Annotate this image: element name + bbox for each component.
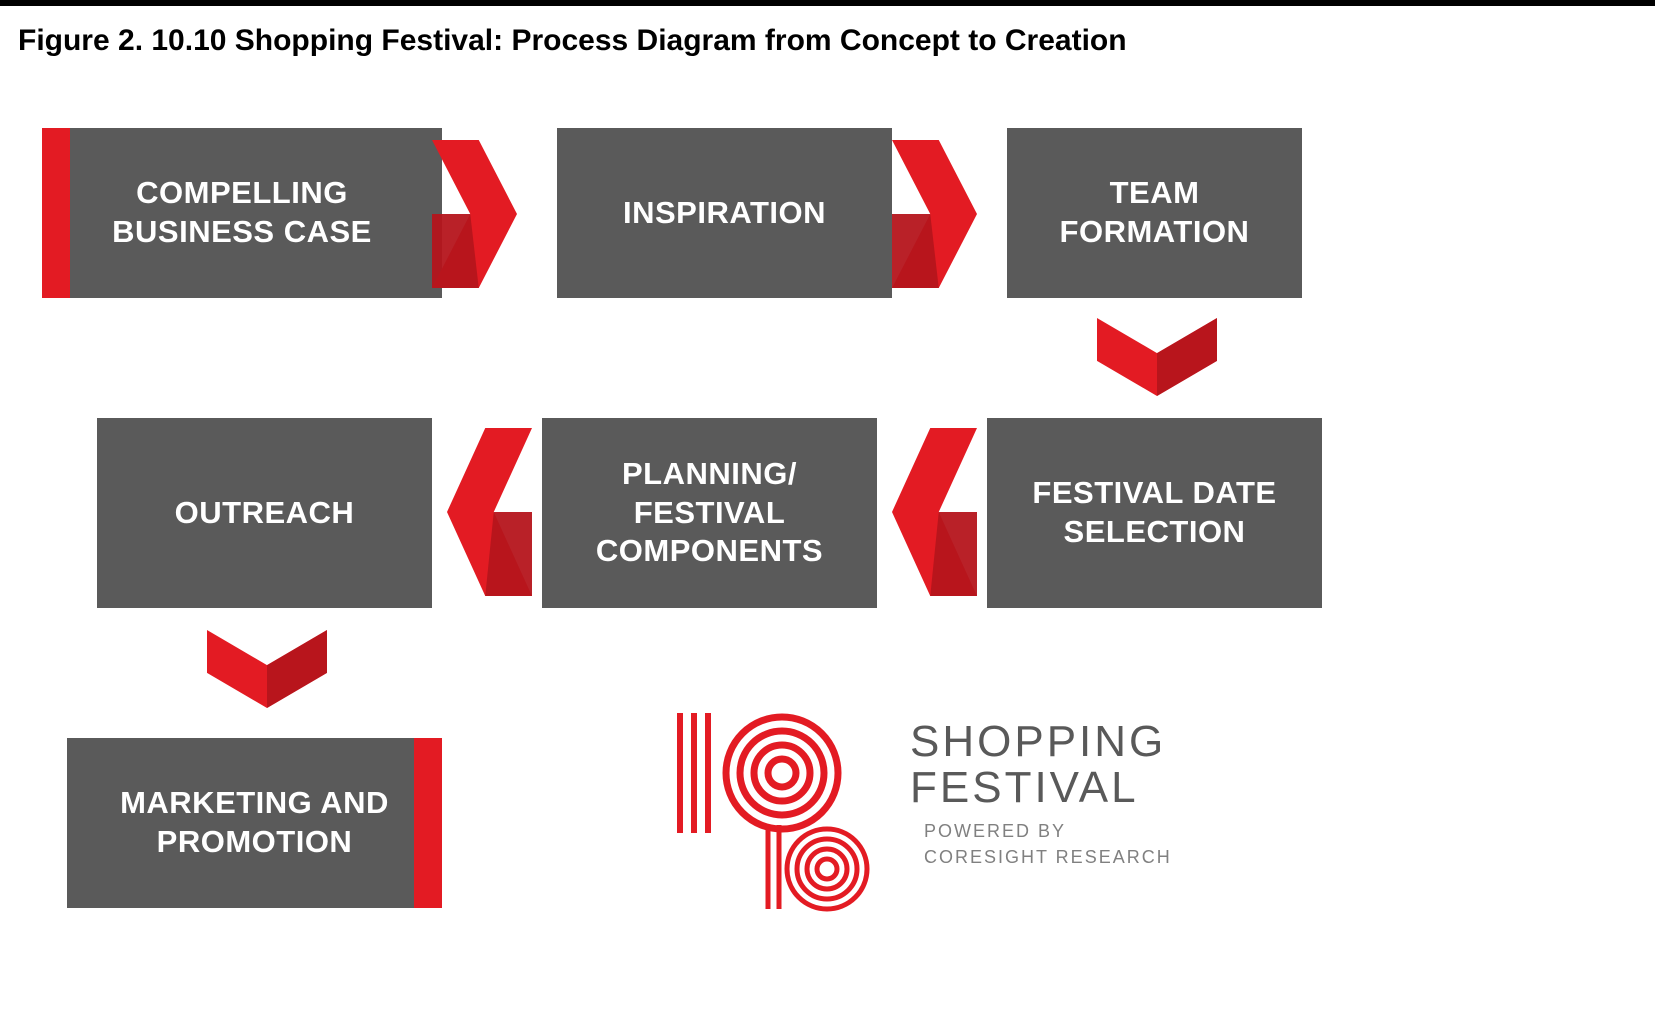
step-outreach: OUTREACH [97, 418, 432, 608]
step-festival-date-selection: FESTIVAL DATE SELECTION [987, 418, 1322, 608]
arrow-down-icon [1097, 318, 1217, 401]
step-inspiration: INSPIRATION [557, 128, 892, 298]
figure-container: Figure 2. 10.10 Shopping Festival: Proce… [0, 24, 1655, 1028]
top-rule [0, 0, 1655, 6]
accent-bar [414, 738, 442, 908]
step-label: FESTIVAL DATE SELECTION [1006, 474, 1302, 552]
logo-1010-icon [672, 713, 892, 913]
figure-title: Figure 2. 10.10 Shopping Festival: Proce… [12, 24, 1643, 58]
step-label: TEAM FORMATION [1034, 174, 1276, 252]
step-planning-components: PLANNING/ FESTIVAL COMPONENTS [542, 418, 877, 608]
step-label: INSPIRATION [597, 194, 852, 233]
step-team-formation: TEAM FORMATION [1007, 128, 1302, 298]
arrow-down-icon [207, 630, 327, 713]
step-label: PLANNING/ FESTIVAL COMPONENTS [570, 455, 849, 571]
logo-line2: FESTIVAL [910, 765, 1172, 811]
step-label: OUTREACH [149, 494, 381, 533]
arrow-right-icon [432, 140, 517, 293]
arrow-left-icon [892, 428, 977, 601]
step-label: MARKETING AND PROMOTION [94, 784, 415, 862]
step-compelling-business-case: COMPELLING BUSINESS CASE [42, 128, 442, 298]
arrow-left-icon [447, 428, 532, 601]
shopping-festival-logo: SHOPPING FESTIVAL POWERED BY CORESIGHT R… [672, 713, 1172, 913]
logo-text: SHOPPING FESTIVAL POWERED BY CORESIGHT R… [910, 713, 1172, 870]
step-marketing-promotion: MARKETING AND PROMOTION [67, 738, 442, 908]
accent-bar [42, 128, 70, 298]
logo-subtext: POWERED BY CORESIGHT RESEARCH [924, 819, 1172, 869]
arrow-right-icon [892, 140, 977, 293]
process-diagram: COMPELLING BUSINESS CASE INSPIRATION TEA… [12, 128, 1643, 988]
step-label: COMPELLING BUSINESS CASE [86, 174, 398, 252]
logo-line1: SHOPPING [910, 719, 1172, 765]
